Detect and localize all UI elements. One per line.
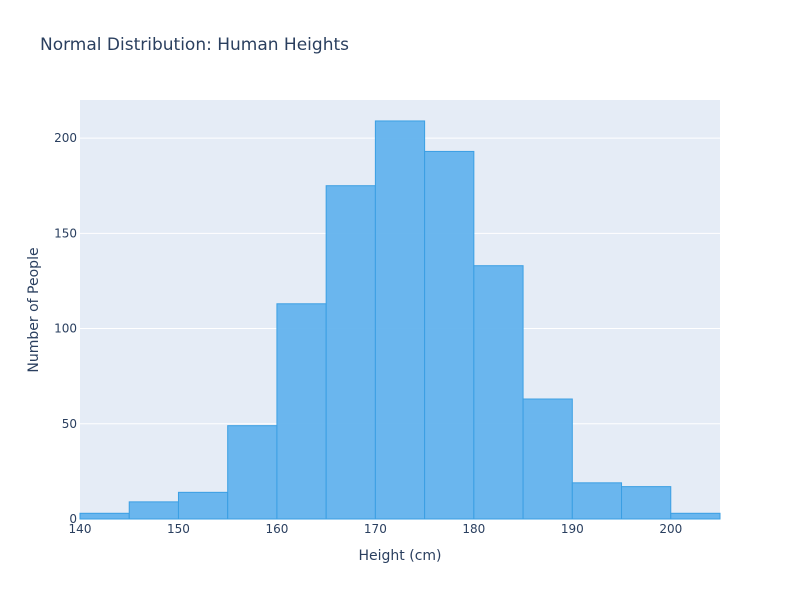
histogram-bar-190-195[interactable] [571,482,623,520]
histogram-bar-180-185[interactable] [473,265,524,520]
y-axis-ticks: 0 50 100 150 200 [54,131,77,526]
x-tick-label-140: 140 [69,522,92,536]
y-tick-label-0: 0 [69,512,77,526]
x-tick-label-180: 180 [462,522,485,536]
histogram-bar-160-165[interactable] [276,303,327,520]
y-tick-label-50: 50 [62,417,77,431]
histogram-bar-165-170[interactable] [325,185,376,520]
histogram-bar-195-200[interactable] [621,486,672,520]
chart-title: Normal Distribution: Human Heights [40,35,349,55]
x-tick-label-160: 160 [265,522,288,536]
bars [79,120,721,520]
histogram-bar-175-180[interactable] [424,150,475,520]
x-axis-ticks: 140 150 160 170 180 190 200 [69,522,683,536]
x-axis-title: Height (cm) [359,548,442,564]
histogram-bar-200-205[interactable] [670,512,721,520]
x-tick-label-190: 190 [561,522,584,536]
histogram-bar-145-150[interactable] [128,501,179,520]
histogram-bar-150-155[interactable] [177,491,229,520]
histogram-bar-155-160[interactable] [227,425,278,520]
y-tick-label-100: 100 [54,322,77,336]
y-axis-title: Number of People [26,247,42,372]
x-tick-label-150: 150 [167,522,190,536]
y-tick-label-200: 200 [54,131,77,145]
y-tick-label-150: 150 [54,226,77,240]
x-tick-label-170: 170 [364,522,387,536]
histogram-bar-185-190[interactable] [522,398,573,520]
histogram-bar-170-175[interactable] [374,120,426,520]
histogram-bar-140-145[interactable] [79,512,130,520]
x-tick-label-200: 200 [659,522,682,536]
